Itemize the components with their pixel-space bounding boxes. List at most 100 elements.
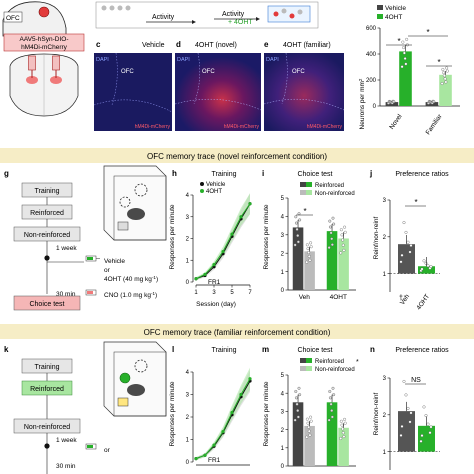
dapi-label: DAPI [266,57,279,63]
choice-test-step [13,295,81,311]
timeline-dot [44,255,50,261]
data-point [429,425,433,429]
operant-box-icon [103,165,167,241]
data-point [401,40,405,44]
bar [292,402,304,466]
data-point [422,259,426,263]
data-point [293,243,297,247]
y-tick-label: 1 [383,450,387,456]
error-band [196,193,250,281]
data-point [330,409,334,413]
data-point [405,37,409,41]
chart-title: Choice test [297,171,332,178]
syringe-icon [85,289,97,296]
fr-label: FR1 [208,457,221,464]
y-tick-label: 3 [186,215,190,221]
y-tick-label: 0 [186,280,190,286]
data-point [406,240,410,244]
x-tick-label: 4OHT [330,294,347,301]
legend-sig: * [356,359,359,366]
timeline-dot [44,443,50,449]
data-point [328,219,332,223]
data-point [248,377,252,381]
virus-line-1: AAV5-hSyn-DIO- [19,36,68,43]
micrograph-c: c Vehicle DAPI OFC hM4Di-mCherry [93,40,173,131]
x-tick-label: 1 [194,290,198,296]
panel-letter: c [96,40,101,49]
data-point [194,457,198,461]
y-tick-label: 3 [186,393,190,399]
data-point [328,390,332,393]
error-band [196,367,250,461]
panel-letter: k [4,345,9,354]
data-point [296,415,300,419]
panel-letter: n [370,345,375,354]
data-point [441,68,445,71]
data-point [329,231,333,235]
data-point [308,258,312,262]
legend-4oht: 4OHT [385,14,402,21]
neuron-density-chart: Vehicle 4OHT Neurons per mm2 0 200 400 600 N… [358,5,460,136]
panel-letter: i [262,169,264,178]
data-point [408,420,412,424]
data-point [404,393,408,397]
data-point [408,250,412,254]
legend-nonreinforced: Non-reinforced [315,367,355,373]
data-point [212,263,216,267]
preference-chart-n: n Preference ratios Reinf/non-reinf 1 2 3 N… [370,345,449,470]
y-axis-label: Responses per minute [263,381,270,446]
data-point [399,433,403,437]
data-point [295,402,299,406]
bar [418,266,435,274]
training-chart-h: h Training Responses per minute Session … [169,169,252,308]
data-point [402,379,406,383]
data-point [329,402,333,406]
dapi-label: DAPI [96,57,109,63]
data-point [400,253,404,257]
bar [338,427,349,466]
section-banner-familiar [0,324,474,339]
panel-title: Vehicle [142,42,165,49]
y-tick-label: 4 [281,391,285,397]
legend-vehicle: Vehicle [206,182,226,188]
data-point [332,393,336,397]
legend-vehicle-swatch [377,5,383,10]
wait-label: 30 min [56,291,76,298]
data-point [404,62,408,66]
y-tick-label: 1 [383,272,387,278]
y-tick-label: 3 [383,376,387,382]
data-point [309,245,313,249]
panel-letter: d [176,40,181,49]
panel-letter: g [4,169,9,178]
ofc-dot [38,6,50,18]
data-point [294,221,298,225]
y-axis-label: Responses per minute [169,381,176,446]
legend-nonreinforced: Non-reinforced [315,191,355,197]
sig-mark: * [397,37,400,46]
data-point [409,244,413,247]
y-tick-label: 0 [186,460,190,466]
data-point [339,228,343,232]
data-point [406,406,410,410]
legend-4oht-marker [200,189,204,193]
data-point [432,100,436,104]
data-point [327,246,331,250]
micrograph-e: e 4OHT (familiar) DAPI OFC hM4Di-mCherry [263,40,345,131]
y-tick-label: 4 [186,370,190,376]
data-point [221,249,225,254]
data-point [330,243,334,247]
syringe-right-icon [52,55,60,78]
y-tick-label: 1 [186,438,190,444]
y-axis-label: Responses per minute [169,204,176,269]
reinforced-step-label: Reinforced [30,210,64,217]
section-banner-novel [0,148,474,163]
panel-letter: j [369,169,372,178]
data-point [392,100,396,104]
x-tick-label: 4OHT [415,293,431,311]
panel-letter: e [264,40,269,49]
data-point [239,215,243,219]
data-point [343,225,347,229]
ofc-label: OFC [202,69,215,75]
y-tick-label: 3 [383,198,387,204]
bar [418,425,435,452]
